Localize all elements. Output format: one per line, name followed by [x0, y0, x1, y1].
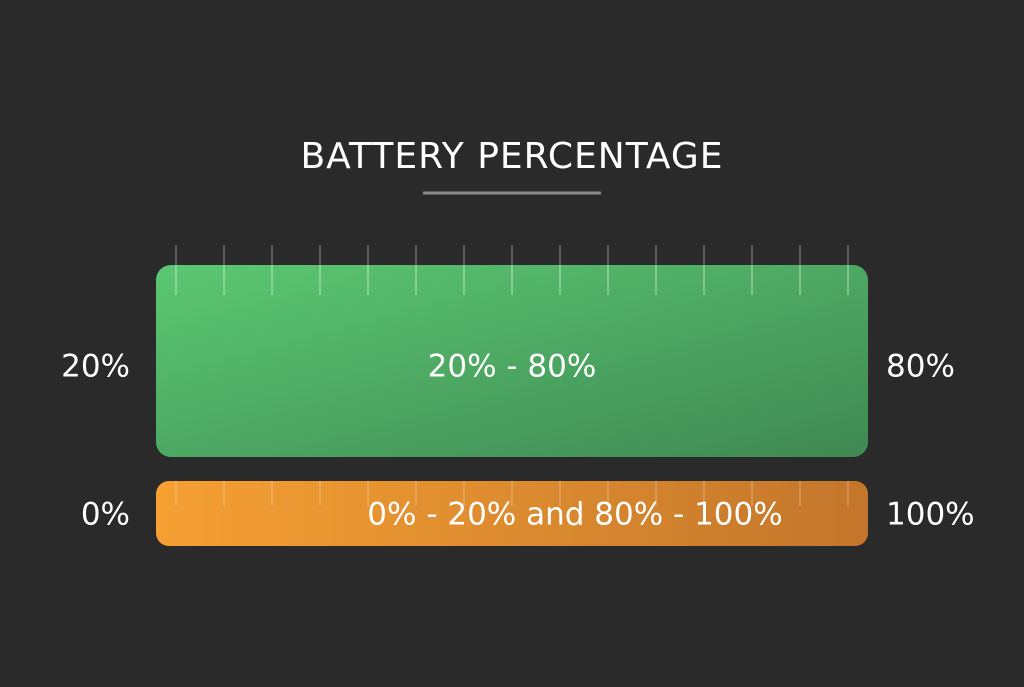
orange-bar: [156, 481, 868, 546]
green-bar: [156, 265, 868, 457]
title: BATTERY PERCENTAGE: [300, 136, 723, 177]
left-label: 20%: [61, 349, 130, 385]
bar-label: 20% - 80%: [428, 349, 597, 385]
tick-marks: [175, 245, 849, 265]
right-label: 80%: [886, 349, 955, 385]
right-label: 100%: [886, 497, 975, 533]
bar-label: 0% - 20% and 80% - 100%: [367, 497, 782, 533]
left-label: 0%: [81, 497, 130, 533]
tick-overlay: [175, 265, 849, 506]
